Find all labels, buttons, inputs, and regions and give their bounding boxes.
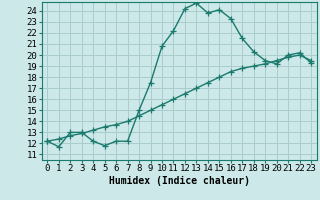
X-axis label: Humidex (Indice chaleur): Humidex (Indice chaleur) bbox=[109, 176, 250, 186]
